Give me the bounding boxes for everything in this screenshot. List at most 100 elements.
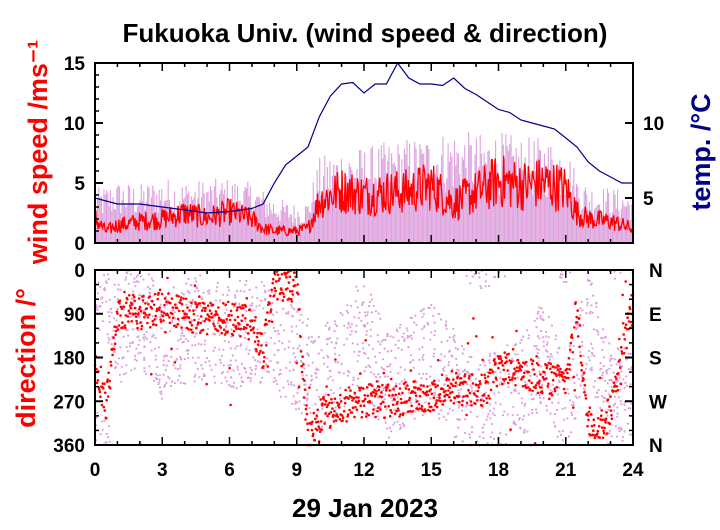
direction-scatter-point xyxy=(222,348,225,351)
direction-scatter-point xyxy=(595,305,598,308)
direction-scatter-point xyxy=(333,346,336,350)
direction-point xyxy=(454,381,458,385)
direction-scatter-point xyxy=(360,319,363,322)
direction-scatter-point xyxy=(380,366,383,369)
direction-point xyxy=(312,432,315,436)
direction-scatter-point xyxy=(570,431,573,434)
direction-scatter-point xyxy=(433,334,436,337)
direction-scatter-point xyxy=(573,381,576,385)
direction-point xyxy=(206,313,209,316)
direction-scatter-point xyxy=(390,389,393,392)
direction-point xyxy=(381,383,384,387)
direction-point xyxy=(461,399,464,403)
direction-scatter-point xyxy=(604,389,608,392)
direction-scatter-point xyxy=(546,341,549,344)
direction-point xyxy=(322,395,325,399)
direction-point xyxy=(175,306,179,310)
direction-scatter-point xyxy=(458,404,461,407)
direction-scatter-point xyxy=(481,431,485,434)
direction-point xyxy=(555,374,558,378)
direction-scatter-point xyxy=(516,376,519,379)
direction-scatter-point xyxy=(130,369,133,372)
direction-scatter-point xyxy=(372,304,375,307)
direction-scatter-point xyxy=(193,380,196,383)
direction-point xyxy=(316,408,320,412)
direction-scatter-point xyxy=(551,383,555,386)
direction-point xyxy=(588,406,592,410)
direction-scatter-point xyxy=(219,299,222,302)
direction-point xyxy=(438,396,441,400)
direction-scatter-point xyxy=(590,342,593,345)
direction-point xyxy=(558,370,561,374)
direction-point xyxy=(605,432,609,435)
direction-scatter-point xyxy=(421,356,424,359)
direction-scatter-point xyxy=(489,409,492,412)
direction-scatter-point xyxy=(275,311,278,314)
direction-scatter-point xyxy=(208,289,211,292)
direction-scatter-point xyxy=(135,347,138,350)
direction-point xyxy=(236,306,239,309)
direction-point xyxy=(318,430,322,434)
direction-scatter-point xyxy=(621,365,624,368)
direction-scatter-point xyxy=(153,379,156,382)
direction-scatter-point xyxy=(466,371,470,374)
direction-point xyxy=(233,318,237,322)
direction-scatter-point xyxy=(182,382,185,385)
direction-point xyxy=(163,297,167,300)
direction-point xyxy=(569,348,572,352)
direction-scatter-point xyxy=(455,357,458,360)
direction-point xyxy=(419,388,422,391)
direction-scatter-point xyxy=(300,313,303,316)
direction-point xyxy=(173,324,176,328)
direction-scatter-point xyxy=(138,293,141,297)
direction-scatter-point xyxy=(595,391,599,394)
direction-point xyxy=(165,300,168,304)
direction-point xyxy=(367,413,371,417)
direction-point xyxy=(568,363,572,367)
direction-scatter-point xyxy=(273,353,276,356)
direction-scatter-point xyxy=(531,412,534,415)
direction-point xyxy=(377,388,381,392)
direction-scatter-point xyxy=(615,363,618,366)
direction-scatter-point xyxy=(376,415,379,418)
direction-point xyxy=(413,391,417,395)
direction-point xyxy=(95,381,99,385)
direction-scatter-point xyxy=(613,277,617,280)
direction-point xyxy=(554,366,558,369)
direction-scatter-point xyxy=(434,394,437,397)
direction-point xyxy=(583,391,586,394)
direction-scatter-point xyxy=(490,422,493,426)
direction-scatter-point xyxy=(271,301,274,305)
direction-scatter-point xyxy=(422,307,425,310)
direction-scatter-point xyxy=(486,371,489,374)
direction-point xyxy=(205,332,209,336)
direction-scatter-point xyxy=(478,435,481,438)
direction-scatter-point xyxy=(578,395,581,398)
direction-point xyxy=(107,371,110,375)
direction-point xyxy=(532,368,535,371)
direction-scatter-point xyxy=(185,303,188,306)
direction-scatter-point xyxy=(194,308,197,312)
direction-scatter-point xyxy=(428,384,431,387)
direction-point xyxy=(151,319,155,323)
direction-scatter-point xyxy=(277,332,280,335)
direction-scatter-point xyxy=(212,349,215,353)
direction-scatter-point xyxy=(307,364,310,367)
direction-point xyxy=(429,388,433,391)
direction-scatter-point xyxy=(196,367,199,370)
direction-scatter-point xyxy=(128,345,131,348)
direction-scatter-point xyxy=(507,385,510,389)
direction-point xyxy=(237,327,241,331)
direction-scatter-point xyxy=(588,349,591,353)
direction-point xyxy=(160,292,164,296)
direction-scatter-point xyxy=(609,378,613,381)
direction-scatter-point xyxy=(134,285,137,288)
direction-point xyxy=(543,370,546,374)
direction-scatter-point xyxy=(608,429,611,432)
direction-scatter-point xyxy=(139,351,142,354)
direction-scatter-point xyxy=(362,347,365,350)
direction-scatter-point xyxy=(400,348,403,351)
direction-scatter-point xyxy=(334,360,337,364)
